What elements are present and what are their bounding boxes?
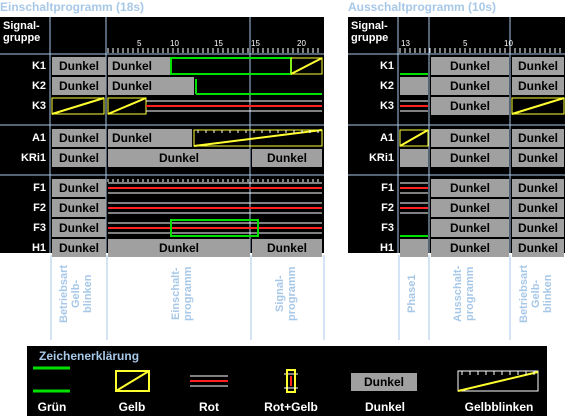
cell-h1-dunkel-signal: Dunkel bbox=[252, 239, 322, 257]
signal-group-label-k2: K2 bbox=[31, 80, 46, 92]
ruler-tick-label: 20 bbox=[297, 39, 306, 48]
signal-k3-gelbblinken bbox=[51, 97, 105, 115]
signal-k1-gelb bbox=[290, 57, 323, 75]
legend-label-gelb: Gelb bbox=[118, 400, 146, 414]
cell-kri1-dunkel-signal: Dunkel bbox=[252, 149, 322, 167]
phase-label-ausschaltprogramm: Ausschalt- programm bbox=[452, 265, 476, 323]
legend-label-gruen: Grün bbox=[37, 400, 67, 414]
panel-einschaltprogramm-signals bbox=[51, 57, 323, 237]
legend-label-rot: Rot bbox=[199, 400, 219, 414]
cell-k2-dunkel-einschalt: Dunkel bbox=[108, 77, 194, 95]
signal-a1-gelbblinken bbox=[193, 129, 323, 147]
signalgruppe-header-right: Signal- gruppe bbox=[351, 20, 389, 44]
signal-group-label-kri1: KRi1 bbox=[20, 152, 46, 164]
signal-group-label-kri1: KRi1 bbox=[368, 152, 394, 164]
cell-f3-dunkel-aus: Dunkel bbox=[431, 219, 509, 237]
cell-kri1-dunkel-phase1 bbox=[400, 149, 428, 167]
panel-ausschaltprogramm-signals bbox=[399, 73, 565, 237]
signal-group-label-h1: H1 bbox=[379, 242, 394, 254]
phase-label-einschaltprogramm: Einschalt- programm bbox=[170, 266, 194, 322]
cell-h1-dunkel-einschalt: Dunkel bbox=[108, 239, 250, 257]
phase-separators bbox=[50, 255, 511, 340]
signal-a1-gelb-right bbox=[399, 129, 429, 147]
cell-f1-dunkel-gb: Dunkel bbox=[512, 179, 564, 197]
ruler-tick-label: 5 bbox=[137, 39, 142, 48]
cell-k2-dunkel-phase1 bbox=[400, 77, 428, 95]
ruler-tick-label-right: 5 bbox=[463, 39, 468, 48]
legend-title: Zeichenerklärung bbox=[39, 349, 140, 363]
ruler-tick-label-right: 10 bbox=[504, 39, 513, 48]
panel-ausschaltprogramm: Signal- gruppe K1 K2 K3 A1 KRi1 F1 F2 F3 H1 Dunk… bbox=[348, 17, 565, 257]
phase-label-phase1: Phase1 bbox=[406, 274, 418, 314]
panel-einschaltprogramm-grid bbox=[0, 17, 324, 253]
cell-f2-dunkel-gb: Dunkel bbox=[512, 199, 564, 217]
cell-k1-dunkel-betrieb: Dunkel bbox=[52, 57, 106, 75]
cell-kri1-dunkel-gb: Dunkel bbox=[512, 149, 564, 167]
legend-yellow-sample bbox=[115, 370, 150, 392]
cell-kri1-dunkel-einschalt: Dunkel bbox=[108, 149, 250, 167]
legend-label-gelbblinken: Gelbblinken bbox=[464, 400, 534, 414]
signal-group-label-f1: F1 bbox=[33, 182, 46, 194]
cell-k1-dunkel-aus: Dunkel bbox=[431, 57, 509, 75]
signal-group-label-f3: F3 bbox=[381, 222, 394, 234]
signal-k1-gruen bbox=[170, 57, 292, 75]
signal-group-label-k3: K3 bbox=[379, 100, 394, 112]
signal-group-label-k3: K3 bbox=[31, 100, 46, 112]
cell-a1-dunkel-einschalt: Dunkel bbox=[108, 129, 192, 147]
cell-k3-dunkel-aus: Dunkel bbox=[431, 97, 509, 115]
cell-h1-dunkel-betrieb: Dunkel bbox=[52, 239, 106, 257]
phase-label-signalprogramm: Signal- programm bbox=[274, 266, 298, 322]
signal-group-label-k1: K1 bbox=[379, 60, 394, 72]
signal-group-label-k1: K1 bbox=[31, 60, 46, 72]
cell-k2-dunkel-gb: Dunkel bbox=[512, 77, 564, 95]
legend-samples bbox=[33, 366, 539, 393]
title-einschaltprogramm: Einschaltprogramm (18s) bbox=[0, 0, 145, 14]
cell-f1-dunkel-betrieb: Dunkel bbox=[52, 179, 106, 197]
cell-k2-dunkel-betrieb: Dunkel bbox=[52, 77, 106, 95]
cell-f3-dunkel-gb: Dunkel bbox=[512, 219, 564, 237]
legend-dunkel-sample: Dunkel bbox=[351, 373, 417, 391]
signal-group-label-f2: F2 bbox=[33, 202, 46, 214]
panel-ausschaltprogramm-grid bbox=[348, 17, 565, 253]
cell-h1-dunkel-gb: Dunkel bbox=[512, 239, 564, 257]
legend-gelbblinken-sample bbox=[457, 370, 539, 392]
legend: Zeichenerklärung Dunkel Grün Gelb Rot Ro… bbox=[27, 346, 547, 416]
ruler-tick-label-right: 13 bbox=[401, 39, 410, 48]
ruler-tick-label: 15 bbox=[251, 39, 260, 48]
title-ausschaltprogramm: Ausschaltprogramm (10s) bbox=[348, 0, 497, 14]
signal-group-label-a1: A1 bbox=[31, 132, 46, 144]
cell-a1-dunkel-aus: Dunkel bbox=[431, 129, 509, 147]
cell-k2-dunkel-aus: Dunkel bbox=[431, 77, 509, 95]
cell-f1-dunkel-aus: Dunkel bbox=[431, 179, 509, 197]
cell-k1-dunkel-gb: Dunkel bbox=[512, 57, 564, 75]
cell-a1-dunkel-betrieb: Dunkel bbox=[52, 129, 106, 147]
ruler-tick-label: 15 bbox=[214, 39, 223, 48]
legend-label-rotgelb: Rot+Gelb bbox=[264, 400, 318, 414]
phase-label-betriebsart-gelbblinken-left: Betriebsart Gelb- blinken bbox=[58, 264, 94, 324]
ruler-tick-label: 10 bbox=[170, 39, 179, 48]
cell-h1-dunkel-aus: Dunkel bbox=[431, 239, 509, 257]
cell-h1-dunkel-phase1 bbox=[400, 239, 428, 257]
signal-group-label-f2: F2 bbox=[381, 202, 394, 214]
cell-kri1-dunkel-aus: Dunkel bbox=[431, 149, 509, 167]
cell-f2-dunkel-aus: Dunkel bbox=[431, 199, 509, 217]
panel-einschaltprogramm: Signal- gruppe K1 K2 K3 A1 KRi1 F1 F2 F3 H1 Dunk… bbox=[0, 17, 324, 257]
signal-group-label-k2: K2 bbox=[379, 80, 394, 92]
signal-group-label-a1: A1 bbox=[379, 132, 394, 144]
cell-kri1-dunkel-betrieb: Dunkel bbox=[52, 149, 106, 167]
signal-group-label-f1: F1 bbox=[381, 182, 394, 194]
cell-a1-dunkel-gb: Dunkel bbox=[512, 129, 564, 147]
signalgruppe-header: Signal- gruppe bbox=[3, 20, 41, 44]
signal-group-label-f3: F3 bbox=[33, 222, 46, 234]
legend-label-dunkel: Dunkel bbox=[364, 400, 405, 414]
signal-k3-gelbblinken-right bbox=[511, 97, 565, 115]
cell-k1-dunkel-einschalt: Dunkel bbox=[108, 57, 170, 75]
phase-label-betriebsart-gelbblinken-right: Betriebsart Gelb- blinken bbox=[518, 264, 554, 324]
cell-f2-dunkel-betrieb: Dunkel bbox=[52, 199, 106, 217]
signal-group-label-h1: H1 bbox=[31, 242, 46, 254]
signal-f3-gruen bbox=[170, 219, 259, 237]
cell-f3-dunkel-betrieb: Dunkel bbox=[52, 219, 106, 237]
